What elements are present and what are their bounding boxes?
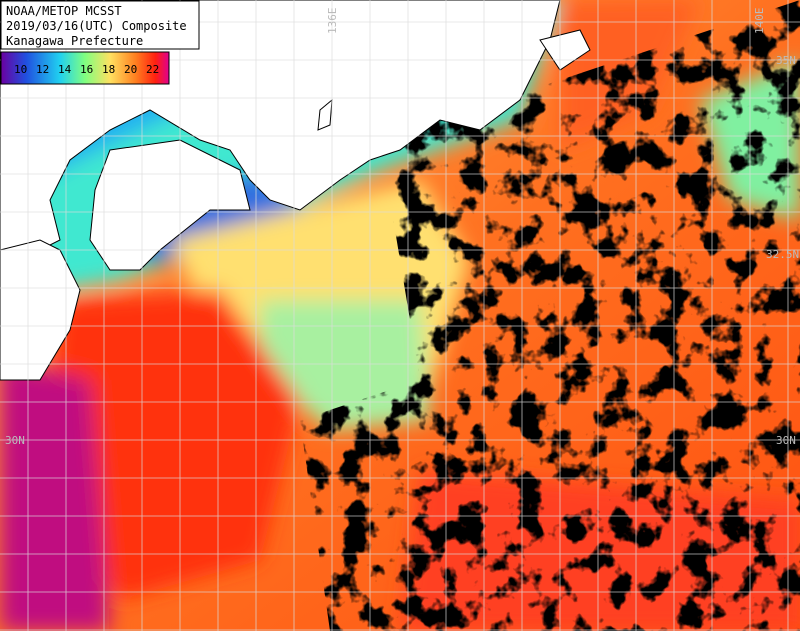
header-line: Kanagawa Prefecture xyxy=(6,34,143,48)
lat-label: 32.5N xyxy=(766,248,799,261)
lat-label: 30N xyxy=(776,434,796,447)
legend-label: 20 xyxy=(124,63,137,76)
color-legend: 10 12 14 16 18 20 22 xyxy=(0,51,170,85)
header-line: 2019/03/16(UTC) Composite xyxy=(6,19,187,33)
header-box: NOAA/METOP MCSST 2019/03/16(UTC) Composi… xyxy=(0,0,200,50)
legend-label: 14 xyxy=(58,63,72,76)
header-line: NOAA/METOP MCSST xyxy=(6,4,122,18)
lat-label: 30N xyxy=(5,434,25,447)
legend-label: 10 xyxy=(14,63,27,76)
legend-label: 22 xyxy=(146,63,159,76)
lat-label: 35N xyxy=(776,54,796,67)
legend-label: 12 xyxy=(36,63,49,76)
lon-label: 136E xyxy=(326,8,339,35)
legend-label: 16 xyxy=(80,63,93,76)
lon-label: 140E xyxy=(753,8,766,35)
grid-labels: 136E 140E 35N 32.5N 30N 30N xyxy=(5,8,799,448)
legend-label: 18 xyxy=(102,63,115,76)
